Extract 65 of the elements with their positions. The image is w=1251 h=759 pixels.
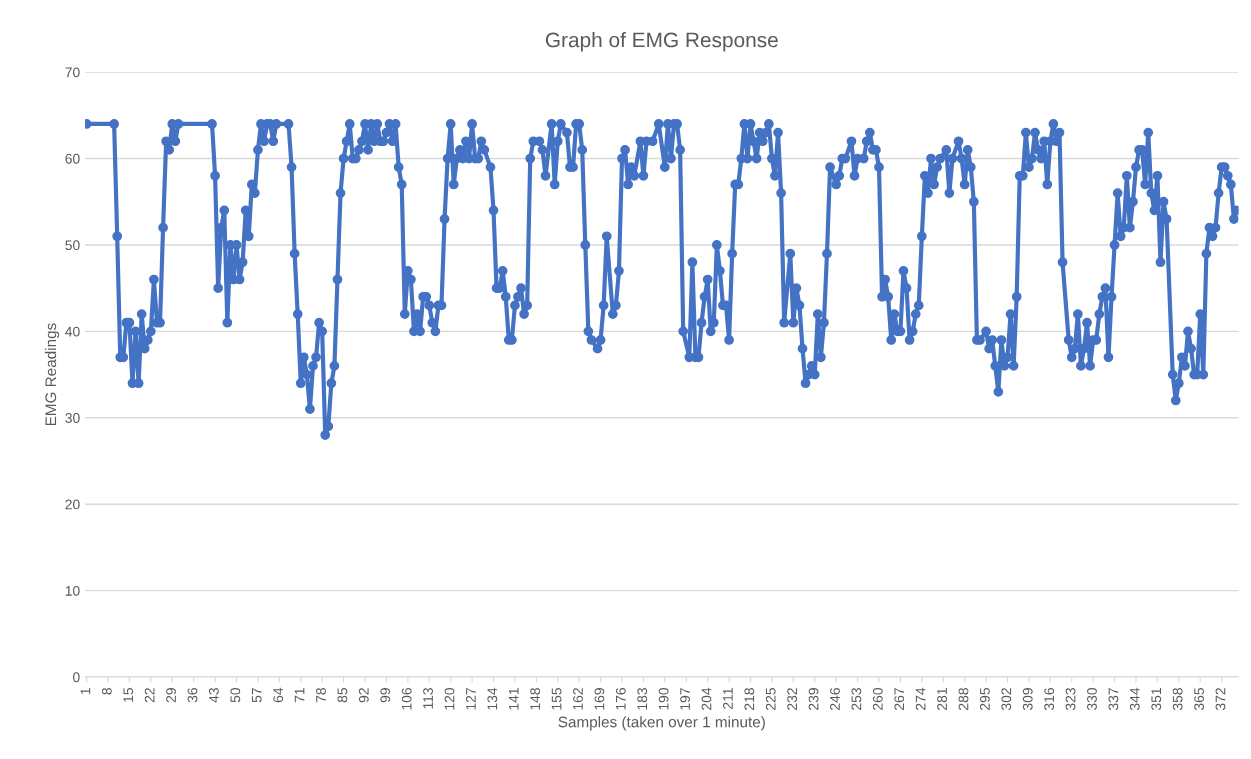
- x-tick-label: 218: [744, 688, 755, 710]
- x-tick-label: 358: [1172, 688, 1183, 711]
- y-tick-label: 20: [65, 499, 80, 510]
- x-tick-label: 330: [1087, 687, 1097, 711]
- x-tick-label: 239: [808, 688, 819, 710]
- x-tick-label: 99: [380, 688, 391, 703]
- y-tick-label: 10: [65, 585, 80, 596]
- y-tick-label: 30: [65, 413, 80, 423]
- y-tick-label: 0: [73, 672, 80, 683]
- chart-title: Graph of EMG Response: [545, 32, 778, 52]
- y-tick-label: 50: [65, 240, 80, 251]
- x-tick-label: 260: [872, 687, 883, 710]
- x-tick-label: 127: [465, 688, 476, 710]
- x-tick-label: 365: [1194, 688, 1204, 711]
- x-tick-label: 281: [937, 688, 947, 710]
- x-tick-label: 43: [208, 688, 219, 703]
- x-tick-label: 134: [487, 687, 498, 710]
- x-tick-label: 225: [765, 688, 776, 710]
- x-tick-label: 64: [273, 687, 284, 703]
- y-tick-label: 40: [65, 326, 80, 337]
- x-tick-label: 169: [594, 688, 605, 710]
- x-tick-label: 337: [1108, 688, 1119, 711]
- x-tick-label: 22: [144, 688, 155, 703]
- x-tick-label: 344: [1129, 687, 1140, 711]
- x-tick-label: 141: [508, 688, 519, 710]
- x-tick-label: 316: [1044, 688, 1055, 711]
- x-tick-label: 57: [251, 688, 262, 703]
- y-tick-label: 70: [65, 67, 80, 78]
- x-tick-label: 50: [230, 687, 241, 703]
- x-tick-label: 155: [551, 688, 562, 710]
- x-tick-label: 232: [787, 688, 798, 710]
- x-tick-label: 162: [573, 688, 583, 710]
- x-tick-label: 253: [851, 688, 862, 710]
- x-tick-label: 183: [637, 688, 648, 710]
- x-tick-label: 148: [530, 688, 541, 710]
- x-tick-label: 1: [80, 688, 91, 695]
- x-tick-label: 295: [979, 688, 990, 710]
- x-tick-label: 351: [1151, 688, 1162, 711]
- x-tick-label: 113: [423, 688, 433, 709]
- x-tick-label: 197: [680, 688, 690, 710]
- x-tick-label: 8: [101, 688, 112, 695]
- x-tick-label: 323: [1065, 688, 1076, 711]
- x-tick-label: 302: [1001, 688, 1012, 711]
- x-tick-label: 267: [894, 688, 905, 710]
- x-tick-label: 78: [316, 688, 326, 703]
- x-tick-label: 309: [1022, 688, 1033, 711]
- x-tick-label: 29: [166, 688, 176, 703]
- x-tick-label: 106: [401, 688, 412, 710]
- x-tick-label: 92: [358, 688, 369, 703]
- x-tick-label: 274: [915, 687, 926, 710]
- x-tick-label: 176: [615, 688, 626, 710]
- y-tick-label: 60: [65, 153, 80, 164]
- x-tick-label: 211: [722, 688, 733, 709]
- x-tick-label: 85: [337, 688, 348, 703]
- x-tick-label: 15: [123, 688, 134, 702]
- x-tick-label: 372: [1215, 688, 1226, 711]
- x-tick-label: 288: [958, 688, 969, 710]
- x-tick-label: 71: [294, 688, 305, 703]
- y-axis-title: EMG Readings: [44, 323, 60, 426]
- x-tick-label: 190: [658, 687, 669, 710]
- x-tick-label: 36: [187, 688, 198, 703]
- x-tick-label: 120: [444, 687, 455, 710]
- x-axis-title: Samples (taken over 1 minute): [558, 716, 765, 731]
- x-tick-label: 246: [830, 688, 840, 710]
- x-tick-label: 204: [701, 687, 712, 710]
